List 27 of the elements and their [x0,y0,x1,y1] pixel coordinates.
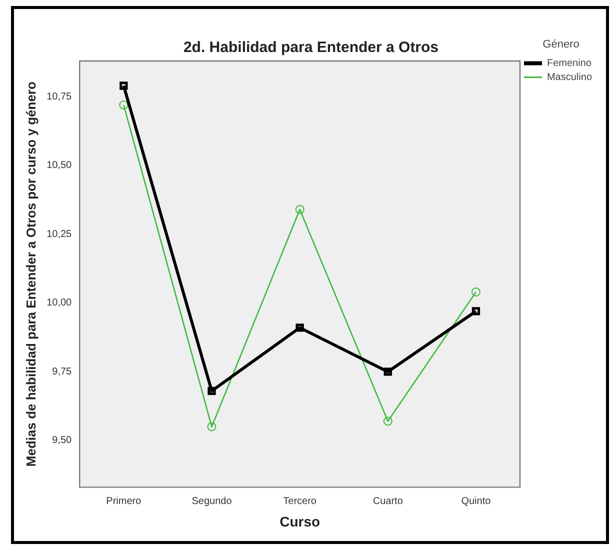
point [207,422,216,432]
y-tick-label: 9,50 [52,435,72,446]
point [471,287,480,296]
legend-title: Género [542,38,580,51]
x-tick-label: Segundo [192,496,232,507]
y-tick-label: 10,75 [46,91,72,102]
x-tick-label: Quinto [461,496,492,507]
point [208,386,216,396]
legend-label: Masculino [546,72,592,83]
y-tick-label: 10,25 [46,228,72,240]
point [120,82,128,90]
y-tick-label: 9,75 [52,366,72,378]
point [119,100,128,110]
point [472,307,480,316]
point [384,368,392,376]
legend-label: Femenino [546,58,592,69]
chart-title: 2d. Habilidad para Entender a Otros [183,39,439,56]
x-tick-label: Primero [106,496,142,507]
point [295,204,304,214]
y-axis-title: Medias de habilidad para Entender a Otros por curso y género [23,82,38,467]
y-tick-label: 10,00 [46,298,72,309]
y-tick-label: 10,50 [46,160,72,172]
x-axis-title: Curso [280,513,320,530]
point [383,416,392,426]
x-tick-label: Tercero [283,496,317,507]
x-tick-label: Cuarto [372,496,404,507]
point [296,324,304,332]
